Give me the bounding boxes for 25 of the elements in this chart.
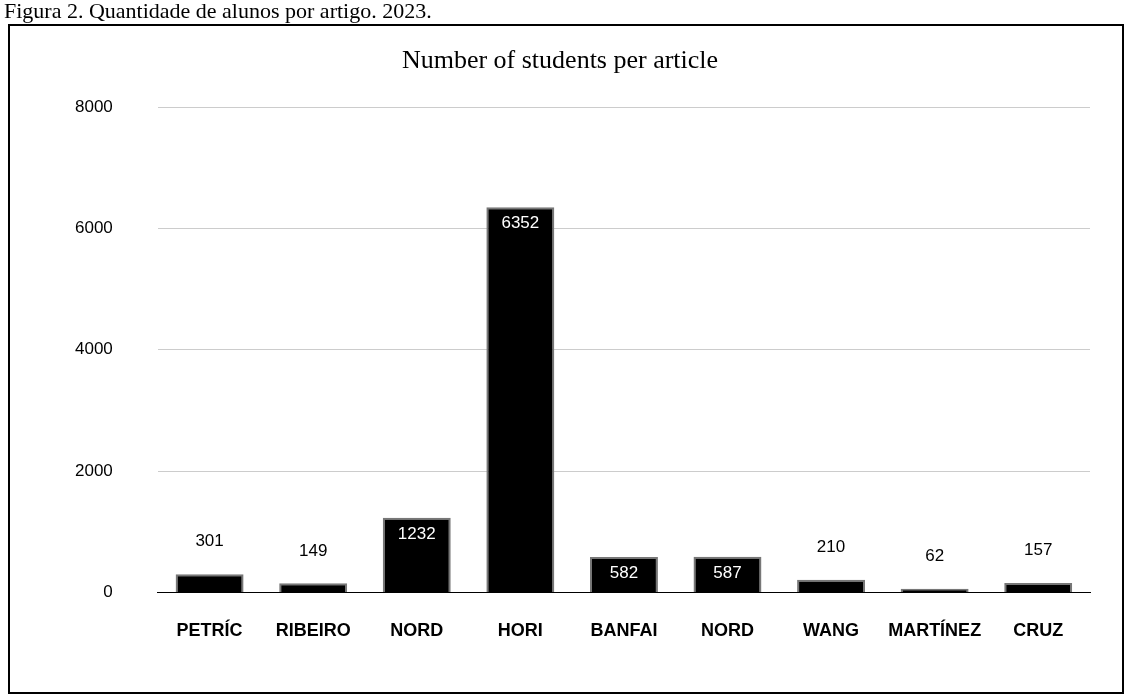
x-tick-label: BANFAI	[590, 620, 658, 641]
y-tick-label: 2000	[74, 460, 113, 480]
x-tick-label: MARTÍNEZ	[888, 619, 982, 641]
x-tick-label: RIBEIRO	[275, 620, 351, 641]
data-label: 6352	[501, 213, 540, 233]
y-tick-label: 6000	[74, 218, 113, 238]
chart-title: Number of students per article	[401, 45, 719, 75]
y-tick-label: 8000	[74, 96, 113, 116]
x-tick-label: NORD	[700, 620, 754, 641]
x-tick-label: CRUZ	[1013, 620, 1064, 641]
x-tick-label: PETRÍC	[176, 619, 243, 641]
data-label: 1232	[397, 523, 436, 543]
data-label: 587	[713, 562, 742, 582]
y-tick-label: 0	[103, 582, 113, 602]
text: Figura 2. Quantidade de alunos por artigo. 2023.	[4, 0, 432, 24]
data-label: 62	[925, 545, 945, 565]
data-label: 157	[1024, 540, 1053, 560]
data-label: 210	[816, 536, 846, 556]
x-tick-label: HORI	[497, 620, 543, 641]
y-tick-label: 4000	[74, 339, 113, 359]
data-label: 149	[298, 540, 328, 560]
x-tick-label: WANG	[803, 620, 860, 641]
data-label: 582	[609, 563, 639, 583]
data-label: 301	[195, 531, 224, 551]
x-tick-label: NORD	[390, 620, 444, 641]
